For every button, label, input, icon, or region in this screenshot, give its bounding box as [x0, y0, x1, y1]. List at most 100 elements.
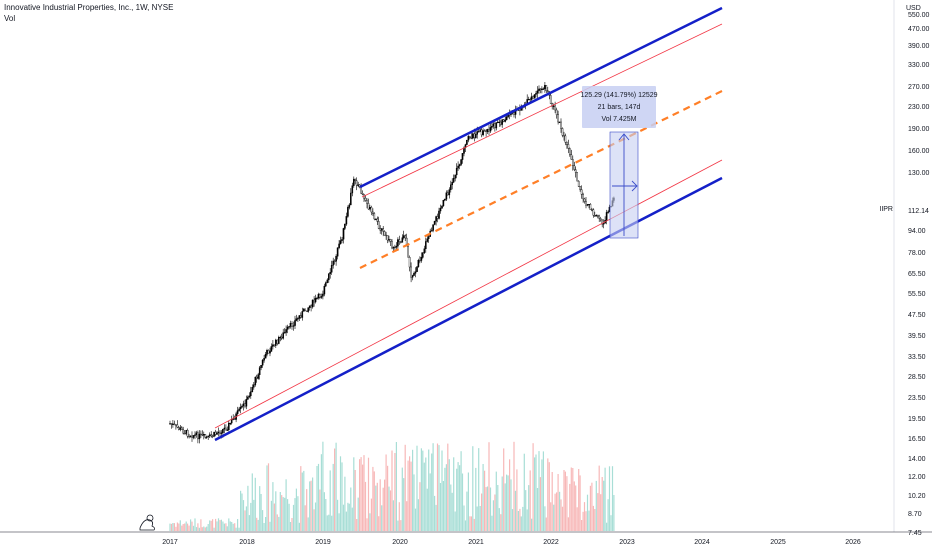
candle-body	[173, 423, 176, 425]
candle-body	[414, 271, 417, 274]
volume-bar	[531, 518, 533, 531]
volume-bar	[328, 514, 330, 531]
candle-body	[179, 427, 182, 430]
tradingview-logo-icon	[139, 514, 156, 531]
volume-bar	[185, 521, 187, 531]
volume-bar	[194, 518, 196, 531]
volume-bar	[254, 477, 256, 531]
volume-bar	[478, 448, 480, 531]
volume-bar	[384, 479, 386, 531]
candle-body	[486, 129, 489, 133]
volume-bar	[613, 495, 615, 531]
channel-midline[interactable]	[359, 90, 723, 269]
channel-inner-lower-line[interactable]	[214, 159, 723, 429]
candle-body	[279, 336, 282, 339]
price-tick-label: 270.00	[908, 84, 930, 91]
volume-bar	[560, 499, 562, 531]
volume-bar	[532, 443, 534, 531]
candle-body	[266, 350, 268, 355]
volume-bar	[244, 510, 246, 531]
volume-bar	[460, 451, 462, 531]
candle-body	[291, 323, 293, 327]
volume-bar	[231, 522, 233, 531]
candles	[169, 82, 615, 444]
candle-body	[383, 231, 386, 236]
candle-body	[202, 434, 205, 436]
candle-body	[538, 88, 540, 92]
volume-bar	[197, 523, 199, 531]
candle-body	[275, 339, 277, 346]
candle-body	[542, 88, 545, 90]
candle-body	[341, 239, 343, 241]
volume-bar	[573, 481, 575, 531]
candle-body	[388, 239, 390, 241]
price-tick-label: 190.00	[908, 126, 930, 133]
candle-body	[233, 418, 236, 420]
channel-inner-upper-line[interactable]	[361, 23, 723, 198]
volume-bar	[300, 466, 302, 531]
volume-bar	[301, 472, 303, 531]
volume-bar	[265, 517, 267, 531]
candle-body	[325, 282, 327, 287]
volume-bar	[285, 479, 287, 531]
volume-bar	[545, 517, 547, 531]
volume-bar	[322, 441, 324, 531]
volume-bar	[397, 520, 399, 531]
candle-body	[226, 429, 229, 431]
volume-bar	[250, 502, 252, 531]
candle-body	[394, 246, 396, 249]
volume-bar	[600, 494, 602, 531]
candle-body	[491, 126, 493, 128]
channel-upper-line[interactable]	[359, 6, 723, 189]
candle-body	[439, 207, 442, 212]
candle-body	[328, 273, 330, 281]
volume-bar	[554, 493, 556, 531]
volume-bar	[175, 526, 177, 531]
volume-bar	[207, 524, 209, 531]
volume-bar	[223, 523, 225, 531]
candle-body	[435, 216, 437, 222]
candle-body	[555, 109, 558, 115]
volume-bar	[232, 523, 234, 531]
volume-bar	[256, 517, 258, 531]
volume-bar	[319, 489, 321, 531]
candle-body	[176, 424, 179, 428]
volume-bar	[528, 485, 530, 531]
measure-info-line1: 125.29 (141.79%) 12529	[580, 92, 657, 99]
volume-bar	[225, 523, 227, 531]
candle-body	[244, 403, 246, 407]
channel-lower-line[interactable]	[214, 176, 723, 442]
candle-body	[413, 273, 415, 276]
candle-body	[191, 435, 193, 438]
volume-bar	[519, 508, 521, 531]
volume-bar	[375, 485, 377, 531]
volume-bar	[491, 515, 493, 531]
volume-bar	[191, 521, 193, 531]
volume-bar	[347, 502, 349, 531]
time-tick-label: 2022	[543, 539, 559, 546]
candle-body	[258, 367, 261, 375]
volume-bar	[217, 518, 220, 531]
candle-body	[272, 344, 274, 347]
candle-body	[300, 315, 302, 318]
volume-bar	[416, 445, 418, 531]
candle-body	[599, 218, 602, 221]
candle-body	[461, 153, 464, 160]
volume-bar	[372, 466, 374, 531]
candle-body	[347, 207, 349, 217]
candle-body	[447, 192, 449, 196]
volume-bar	[497, 485, 499, 531]
candle-body	[316, 297, 318, 300]
candle-body	[467, 136, 470, 141]
volume-bar	[229, 521, 231, 531]
volume-bar	[220, 519, 222, 531]
candle-body	[200, 433, 202, 436]
candle-body	[285, 329, 287, 333]
volume-bar	[572, 468, 574, 531]
time-axis: 2017 2018 2019 2020 2021 2022 2023 2024 2025 2026	[162, 539, 861, 546]
candle-body	[375, 218, 377, 220]
volume-bar	[190, 519, 192, 531]
candle-body	[313, 299, 315, 303]
volume-bar	[412, 449, 414, 531]
